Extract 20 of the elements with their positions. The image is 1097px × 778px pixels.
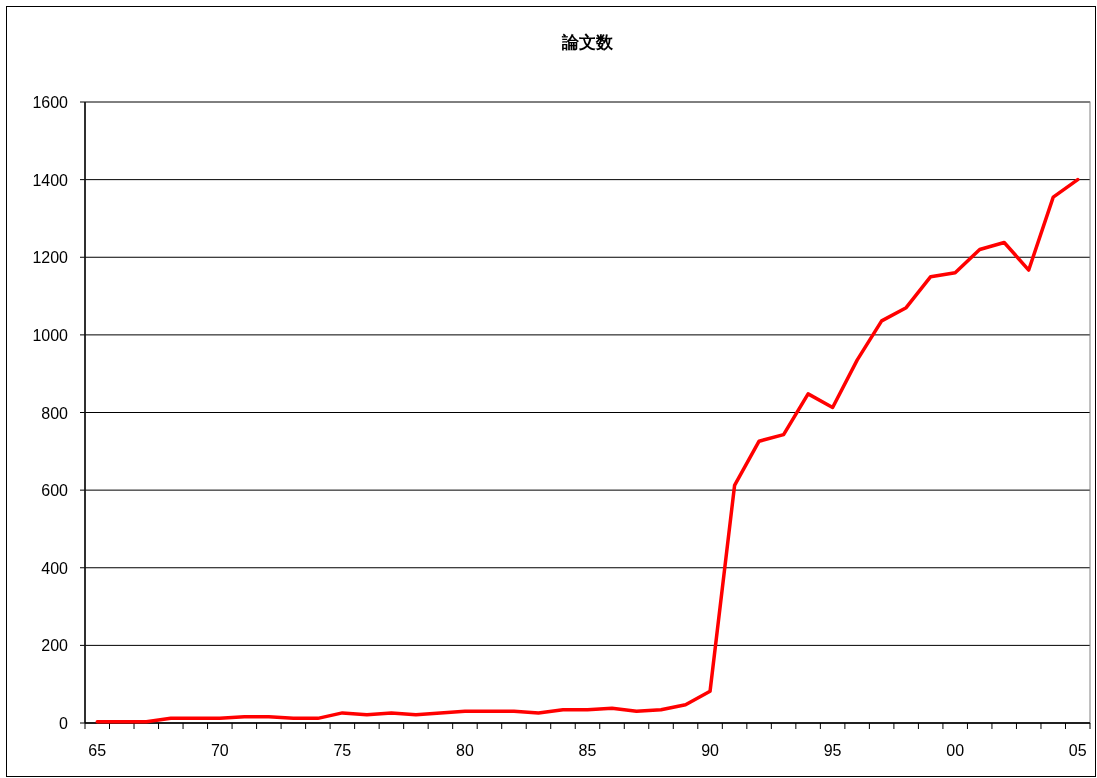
x-tick-label: 75 (333, 742, 352, 759)
x-tick-label: 90 (701, 742, 720, 759)
x-tick-label: 05 (1068, 742, 1087, 759)
y-tick-label: 0 (59, 715, 69, 732)
x-tick-label: 85 (578, 742, 597, 759)
y-tick-label: 400 (41, 559, 69, 577)
x-tick-label: 00 (946, 742, 965, 759)
x-tick-label: 95 (823, 742, 842, 759)
y-tick-label: 1200 (32, 249, 69, 267)
y-tick-label: 1400 (32, 171, 69, 189)
y-tick-label: 1000 (32, 326, 69, 344)
y-tick-label: 600 (41, 482, 69, 500)
x-tick-label: 70 (210, 742, 229, 759)
x-tick-label: 80 (456, 742, 474, 759)
title: 論文数 (562, 33, 613, 52)
x-tick-label: 65 (88, 742, 107, 759)
line-series (95, 177, 1080, 724)
y-tick-label: 1600 (32, 94, 69, 111)
y-tick-label: 800 (41, 404, 69, 422)
y-tick-label: 200 (41, 637, 69, 655)
